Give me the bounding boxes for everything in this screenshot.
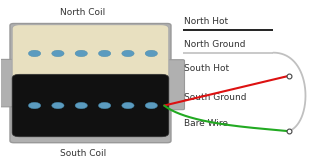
Text: North Coil: North Coil (60, 8, 105, 17)
FancyBboxPatch shape (12, 74, 169, 137)
Text: North Ground: North Ground (184, 40, 246, 49)
Text: South Ground: South Ground (184, 93, 247, 102)
Circle shape (52, 50, 64, 57)
Circle shape (75, 102, 87, 109)
Circle shape (52, 102, 64, 109)
Circle shape (145, 102, 157, 109)
Circle shape (122, 50, 134, 57)
Text: Bare Wire: Bare Wire (184, 119, 228, 128)
Text: North Hot: North Hot (184, 17, 228, 26)
Circle shape (99, 50, 111, 57)
Circle shape (29, 102, 41, 109)
Circle shape (29, 50, 41, 57)
FancyBboxPatch shape (0, 59, 19, 107)
Circle shape (99, 102, 111, 109)
Circle shape (75, 50, 87, 57)
Text: South Hot: South Hot (184, 64, 229, 73)
FancyBboxPatch shape (162, 60, 184, 110)
Circle shape (145, 50, 157, 57)
FancyBboxPatch shape (12, 25, 169, 82)
FancyBboxPatch shape (10, 23, 171, 143)
Text: South Coil: South Coil (60, 149, 106, 158)
Circle shape (122, 102, 134, 109)
